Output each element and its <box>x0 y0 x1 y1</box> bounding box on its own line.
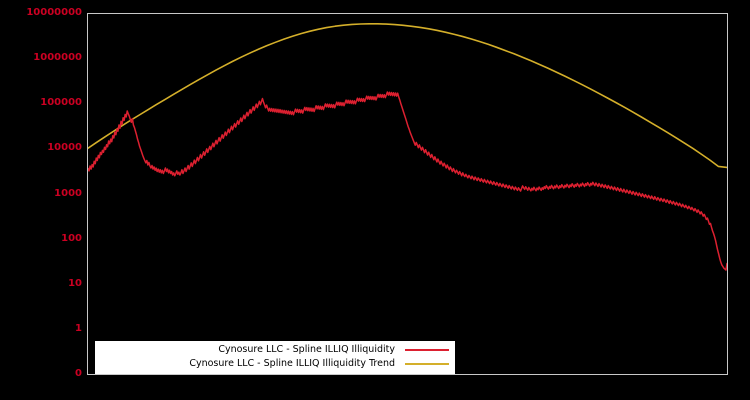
y-tick-1000: 1000 <box>54 188 82 199</box>
legend-entry-illiquidity-trend: Cynosure LLC - Spline ILLIQ Illiquidity … <box>101 357 449 371</box>
series-line-trend <box>88 23 727 169</box>
legend-label-illiquidity-trend: Cynosure LLC - Spline ILLIQ Illiquidity … <box>189 358 395 370</box>
chart-legend: Cynosure LLC - Spline ILLIQ Illiquidity … <box>95 341 455 374</box>
y-tick-1000000: 1000000 <box>33 52 82 63</box>
legend-label-illiquidity: Cynosure LLC - Spline ILLIQ Illiquidity <box>218 344 395 356</box>
y-tick-0: 0 <box>75 368 82 379</box>
y-tick-100000: 100000 <box>40 97 82 108</box>
legend-swatch-illiquidity-trend <box>405 363 449 365</box>
y-tick-10000000: 10000000 <box>26 7 82 18</box>
legend-swatch-illiquidity <box>405 349 449 351</box>
y-axis-tick-labels: 10000000 1000000 100000 10000 1000 100 1… <box>0 0 82 400</box>
y-tick-10: 10 <box>68 278 82 289</box>
y-tick-10000: 10000 <box>47 142 82 153</box>
y-tick-1: 1 <box>75 323 82 334</box>
legend-entry-illiquidity: Cynosure LLC - Spline ILLIQ Illiquidity <box>101 343 449 357</box>
series-line-illiquidity <box>88 91 727 271</box>
y-tick-100: 100 <box>61 233 82 244</box>
series-plot-svg <box>88 23 727 271</box>
plot-area <box>87 13 728 375</box>
